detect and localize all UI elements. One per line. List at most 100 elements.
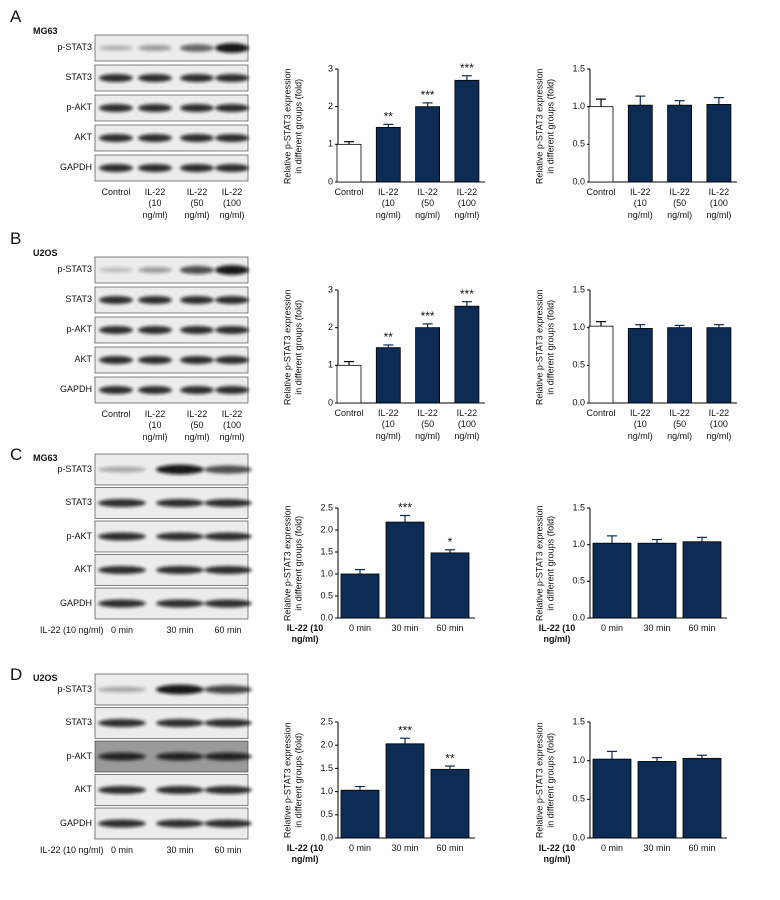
significance: *** — [398, 501, 412, 515]
blot-band — [99, 134, 133, 142]
blot-band — [204, 752, 252, 761]
blot-row-label: p-STAT3 — [57, 683, 92, 694]
x-tick-label: 60 min — [436, 623, 464, 633]
blot-band — [215, 296, 249, 304]
blot-band — [215, 326, 249, 334]
y-axis-label: Relative p-STAT3 expression in different… — [534, 722, 556, 839]
x-tick-label: IL-22 (100 ng/ml) — [454, 408, 480, 441]
blot-band — [156, 752, 204, 761]
lane-label: IL-22 (50 ng/ml) — [184, 409, 210, 442]
blot-band — [156, 599, 204, 608]
y-tick-label: 1.5 — [320, 546, 333, 556]
blot-row-label: p-AKT — [66, 530, 92, 541]
blot-band — [204, 532, 252, 541]
x-tick-label: 60 min — [436, 843, 464, 853]
bar — [430, 768, 470, 839]
y-tick-label: 1.0 — [572, 101, 585, 111]
y-tick-label: 0 — [328, 176, 333, 186]
lane-label: Control — [101, 409, 131, 419]
y-tick-label: 0.0 — [572, 397, 585, 407]
y-axis-label: Relative p-STAT3 expression in different… — [534, 288, 556, 405]
x-tick-label: IL-22 (50 ng/ml) — [415, 187, 441, 220]
y-tick-label: 1.5 — [572, 716, 585, 726]
bar — [627, 328, 653, 404]
blot-row-label: STAT3 — [65, 497, 92, 507]
y-tick-label: 3 — [328, 63, 333, 73]
blot-band — [138, 104, 172, 112]
bar — [340, 573, 380, 619]
bar — [415, 106, 441, 183]
x-tick-label: 30 min — [391, 843, 419, 853]
blot-band — [156, 499, 204, 507]
bar — [667, 104, 692, 183]
blot-row-label: GAPDH — [59, 162, 92, 172]
blot-band — [180, 164, 214, 172]
blot-band — [215, 164, 249, 172]
bar — [637, 542, 677, 619]
bar — [637, 761, 677, 839]
y-tick-label: 0.5 — [572, 576, 585, 586]
significance: ** — [445, 751, 455, 765]
y-axis-label: Relative p-STAT3 expression in different… — [534, 505, 556, 622]
blot-band — [99, 45, 133, 51]
bar — [592, 542, 632, 619]
blot-band — [204, 685, 252, 694]
blot-band — [215, 74, 249, 82]
blot-band — [156, 719, 204, 727]
significance: ** — [384, 110, 394, 124]
x-tick-label: Control — [586, 408, 616, 418]
x-tick-label: IL-22 (10 ng/ml) — [627, 408, 653, 441]
blot-band — [156, 464, 204, 475]
x-tick-label: IL-22 (50 ng/ml) — [667, 408, 693, 441]
y-tick-label: 1.5 — [320, 763, 333, 773]
blot-row-label: AKT — [74, 784, 92, 794]
blot-band — [215, 43, 249, 53]
y-tick-label: 0.0 — [320, 612, 333, 622]
x-tick-label: IL-22 (100 ng/ml) — [706, 187, 732, 220]
y-tick-label: 1 — [328, 139, 333, 149]
blot-band — [98, 532, 146, 541]
blot-row-label: p-STAT3 — [57, 463, 92, 474]
x-tick-label: IL-22 (100 ng/ml) — [454, 187, 480, 220]
blot-row-label: STAT3 — [65, 717, 92, 727]
significance: *** — [460, 287, 474, 301]
blot-row-label: AKT — [74, 564, 92, 574]
y-tick-label: 1.5 — [572, 63, 585, 73]
x-tick-label: 0 min — [348, 623, 371, 633]
blot-row-label: p-AKT — [66, 324, 92, 334]
blot-row-label: AKT — [74, 132, 92, 142]
bar — [385, 743, 425, 839]
blot-band — [215, 104, 249, 112]
lane-label: 60 min — [214, 625, 242, 635]
blot-band — [99, 74, 133, 82]
blot-band — [99, 356, 133, 364]
blot-band — [98, 719, 146, 727]
y-tick-label: 0.5 — [572, 794, 585, 804]
blot-band — [180, 134, 214, 142]
panel-letter: D — [10, 665, 23, 684]
x-tick-label: IL-22 (10 ng/ml) — [375, 187, 401, 220]
y-tick-label: 0.0 — [572, 612, 585, 622]
treatment-label: IL-22 (10 ng/ml) — [40, 625, 104, 635]
blot-band — [99, 296, 133, 304]
blot-band — [138, 74, 172, 82]
blot-band — [98, 752, 146, 761]
y-tick-label: 1.5 — [572, 284, 585, 294]
blot-band — [99, 386, 133, 394]
bar — [706, 327, 732, 404]
significance: *** — [460, 61, 474, 75]
bar — [588, 106, 614, 183]
blot-band — [204, 819, 252, 828]
blot-band — [99, 326, 133, 334]
y-tick-label: 1.0 — [320, 568, 333, 578]
x-tick-label: IL-22 (10 ng/ml) — [627, 187, 653, 220]
blot-row-label: STAT3 — [65, 294, 92, 304]
blot-band — [215, 386, 249, 394]
blot-band — [138, 386, 172, 394]
blot-band — [98, 466, 146, 473]
panel-letter: C — [10, 445, 23, 464]
blot-band — [204, 465, 252, 474]
blot-band — [204, 599, 252, 608]
